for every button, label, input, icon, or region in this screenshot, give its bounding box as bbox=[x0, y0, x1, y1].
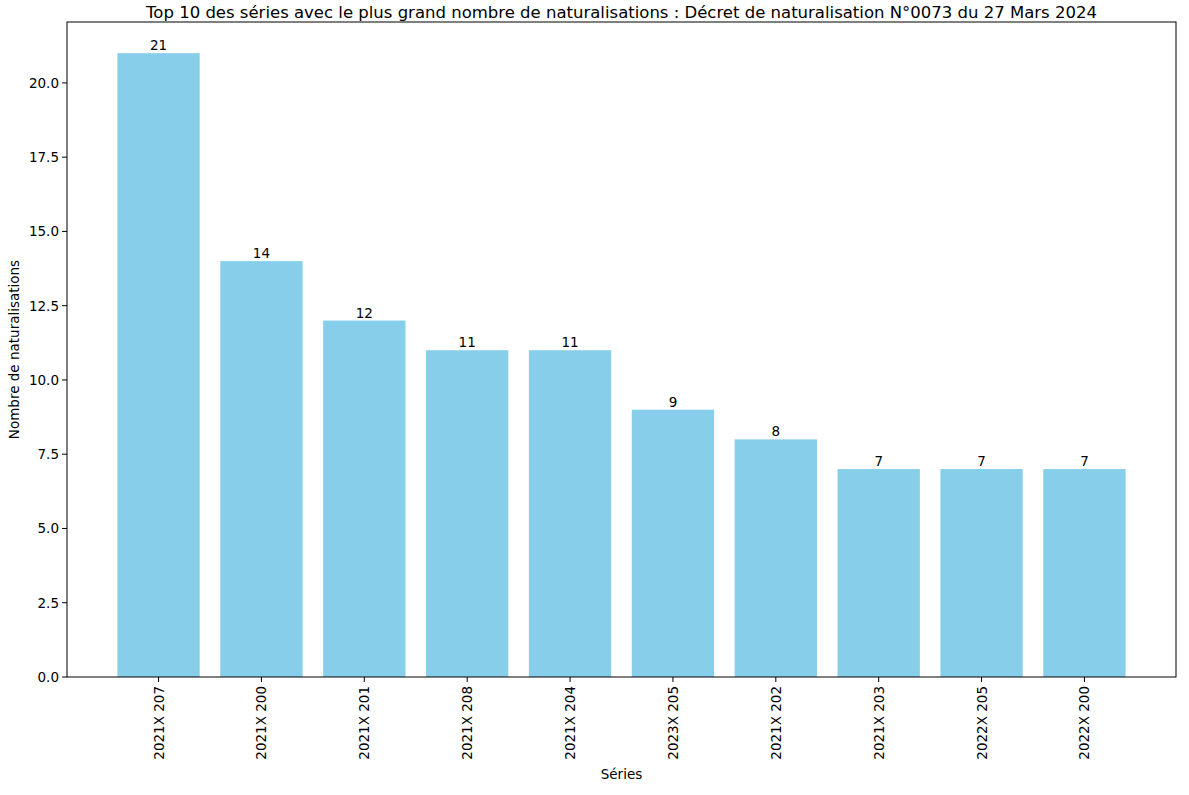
y-tick-label: 20.0 bbox=[29, 75, 59, 91]
data-label: 9 bbox=[669, 394, 678, 410]
y-tick bbox=[62, 157, 67, 158]
x-tick-label: 2021X 200 bbox=[253, 686, 269, 760]
y-tick-label: 12.5 bbox=[29, 298, 59, 314]
bar bbox=[529, 350, 611, 677]
x-tick-label: 2021X 208 bbox=[459, 686, 475, 760]
y-tick bbox=[62, 305, 67, 306]
plot-frame bbox=[67, 22, 1176, 677]
x-tick bbox=[775, 677, 776, 682]
data-label: 11 bbox=[459, 334, 476, 350]
title: Top 10 des séries avec le plus grand nom… bbox=[145, 3, 1097, 22]
y-tick bbox=[62, 454, 67, 455]
x-tick bbox=[570, 677, 571, 682]
x-tick bbox=[1084, 677, 1085, 682]
data-label: 11 bbox=[561, 334, 578, 350]
bar bbox=[1043, 469, 1125, 677]
x-tick bbox=[158, 677, 159, 682]
chart: 21 14 12 11 11 9 8 7 7 7 0.0 2.5 5.0 7.5 10.0 12.5 15.0 1… bbox=[0, 0, 1189, 795]
x-tick-label: 2021X 203 bbox=[871, 686, 887, 760]
bar bbox=[323, 321, 405, 677]
bars bbox=[117, 53, 1125, 677]
y-tick-label: 0.0 bbox=[38, 669, 59, 685]
x-tick-label: 2021X 201 bbox=[356, 686, 372, 760]
x-axis-label: Séries bbox=[601, 766, 643, 782]
bar bbox=[632, 410, 714, 677]
x-tick-label: 2021X 204 bbox=[562, 686, 578, 760]
bar bbox=[426, 350, 508, 677]
y-tick-label: 17.5 bbox=[29, 149, 59, 165]
y-tick-label: 10.0 bbox=[29, 372, 59, 388]
y-tick-label: 2.5 bbox=[38, 595, 59, 611]
bar bbox=[117, 53, 199, 677]
x-tick bbox=[467, 677, 468, 682]
x-tick bbox=[672, 677, 673, 682]
y-tick bbox=[62, 82, 67, 83]
x-tick-label: 2021X 202 bbox=[768, 686, 784, 760]
data-label: 7 bbox=[874, 453, 883, 469]
bar bbox=[940, 469, 1022, 677]
y-tick bbox=[62, 677, 67, 678]
y-tick bbox=[62, 231, 67, 232]
data-label: 14 bbox=[253, 245, 270, 261]
data-label: 7 bbox=[1080, 453, 1089, 469]
y-tick-label: 7.5 bbox=[38, 446, 59, 462]
x-tick-label: 2022X 205 bbox=[974, 686, 990, 760]
bar bbox=[838, 469, 920, 677]
y-tick-label: 5.0 bbox=[38, 520, 59, 536]
data-label: 8 bbox=[772, 423, 781, 439]
y-tick bbox=[62, 528, 67, 529]
x-tick bbox=[261, 677, 262, 682]
x-tick-label: 2021X 207 bbox=[151, 686, 167, 760]
x-tick bbox=[364, 677, 365, 682]
x-tick-label: 2022X 200 bbox=[1076, 686, 1092, 760]
y-axis-label: Nombre de naturalisations bbox=[6, 260, 22, 439]
bar bbox=[220, 261, 302, 677]
bar bbox=[735, 439, 817, 677]
x-tick bbox=[981, 677, 982, 682]
data-label: 7 bbox=[977, 453, 986, 469]
data-label: 21 bbox=[150, 37, 167, 53]
y-tick bbox=[62, 379, 67, 380]
x-tick bbox=[878, 677, 879, 682]
data-label: 12 bbox=[356, 305, 373, 321]
y-tick-label: 15.0 bbox=[29, 223, 59, 239]
y-tick bbox=[62, 602, 67, 603]
x-tick-label: 2023X 205 bbox=[665, 686, 681, 760]
